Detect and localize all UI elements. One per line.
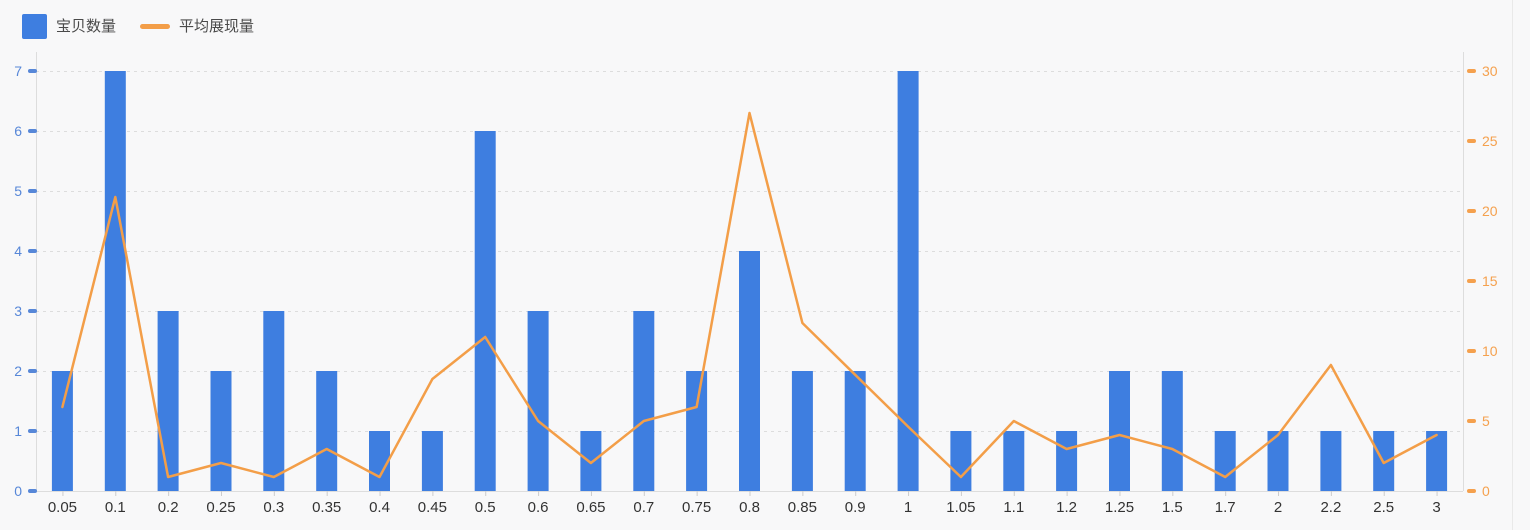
left-axis-tick-label: 7 <box>14 63 22 79</box>
bar-series-swatch-icon <box>22 14 47 39</box>
left-axis-tick-label: 5 <box>14 183 22 199</box>
right-axis-tick-label: 5 <box>1482 413 1490 429</box>
x-axis-tick-label: 0.7 <box>633 499 654 516</box>
bar[interactable] <box>897 71 919 491</box>
right-axis-tick <box>1467 69 1476 73</box>
bar[interactable] <box>1003 431 1025 491</box>
x-axis-tick-label: 1.25 <box>1105 499 1134 516</box>
bar[interactable] <box>210 371 232 491</box>
x-axis-tick-label: 3 <box>1432 499 1440 516</box>
right-axis-tick <box>1467 209 1476 213</box>
bar[interactable] <box>369 431 390 491</box>
left-axis-tick <box>28 249 37 253</box>
x-axis-tick-label: 0.6 <box>528 499 549 516</box>
right-axis-tick-label: 25 <box>1482 133 1498 149</box>
x-axis-tick-label: 0.35 <box>312 499 341 516</box>
left-axis-tick-label: 1 <box>14 423 22 439</box>
legend-label-bar-series: 宝贝数量 <box>56 18 117 35</box>
right-axis-tick <box>1467 419 1476 423</box>
left-axis-tick-label: 2 <box>14 363 22 379</box>
x-axis-tick-label: 1.05 <box>946 499 975 516</box>
bar[interactable] <box>739 251 760 491</box>
x-axis-tick-label: 0.85 <box>788 499 817 516</box>
x-axis-tick-label: 2.5 <box>1373 499 1394 516</box>
x-axis-tick-label: 0.2 <box>158 499 179 516</box>
x-axis-tick-label: 2 <box>1274 499 1282 516</box>
x-axis-tick-label: 1.5 <box>1162 499 1183 516</box>
bar[interactable] <box>580 431 602 491</box>
line-series-swatch-icon <box>140 24 171 29</box>
bar[interactable] <box>421 431 443 491</box>
bar[interactable] <box>1320 431 1342 491</box>
left-axis-tick-label: 0 <box>14 483 22 499</box>
x-axis-tick-label: 1.7 <box>1215 499 1236 516</box>
bar[interactable] <box>686 371 708 491</box>
bar[interactable] <box>1214 431 1236 491</box>
x-axis-tick-label: 0.75 <box>682 499 711 516</box>
right-axis-tick-label: 10 <box>1482 343 1498 359</box>
bar[interactable] <box>1056 431 1078 491</box>
right-axis-tick <box>1467 349 1476 353</box>
left-axis-tick <box>28 429 37 433</box>
x-axis-tick-label: 1 <box>904 499 912 516</box>
x-axis-tick-label: 0.25 <box>206 499 235 516</box>
right-axis-tick-label: 30 <box>1482 63 1498 79</box>
x-axis-tick-label: 0.45 <box>418 499 447 516</box>
bar[interactable] <box>633 311 655 491</box>
bar[interactable] <box>1161 371 1183 491</box>
x-axis-tick-label: 2.2 <box>1320 499 1341 516</box>
right-axis-tick <box>1467 279 1476 283</box>
bar[interactable] <box>474 131 496 491</box>
x-axis-tick-label: 0.5 <box>475 499 496 516</box>
x-axis-tick-label: 0.3 <box>263 499 284 516</box>
x-axis-tick-label: 1.1 <box>1003 499 1024 516</box>
bar[interactable] <box>1109 371 1130 491</box>
legend-item-bar-series[interactable]: 宝贝数量 <box>22 14 116 39</box>
x-axis-tick-label: 0.1 <box>105 499 126 516</box>
right-axis-tick-label: 20 <box>1482 203 1498 219</box>
bar[interactable] <box>104 71 126 491</box>
bar[interactable] <box>1426 431 1448 491</box>
bar[interactable] <box>844 371 866 491</box>
bar[interactable] <box>950 431 972 491</box>
bar[interactable] <box>316 371 338 491</box>
right-axis-tick-label: 15 <box>1482 273 1498 289</box>
x-axis-tick-label: 0.65 <box>576 499 605 516</box>
bar[interactable] <box>527 311 549 491</box>
legend-label-line-series: 平均展现量 <box>179 18 255 35</box>
bar[interactable] <box>1267 431 1289 491</box>
bar[interactable] <box>263 311 285 491</box>
x-axis-tick-label: 0.8 <box>739 499 760 516</box>
left-axis-tick <box>28 69 37 73</box>
right-axis-tick-label: 0 <box>1482 483 1490 499</box>
bar[interactable] <box>51 371 73 491</box>
x-axis-tick-label: 0.4 <box>369 499 390 516</box>
legend-item-line-series[interactable]: 平均展现量 <box>140 14 254 39</box>
right-axis-tick <box>1467 489 1476 493</box>
left-axis-tick <box>28 489 37 493</box>
right-axis-tick <box>1467 139 1476 143</box>
left-axis-tick <box>28 129 37 133</box>
left-axis-tick-label: 3 <box>14 303 22 319</box>
x-axis-tick-label: 1.2 <box>1056 499 1077 516</box>
left-axis-tick-label: 6 <box>14 123 22 139</box>
line-series <box>61 111 1438 479</box>
bar[interactable] <box>791 371 813 491</box>
x-axis-tick-label: 0.9 <box>845 499 866 516</box>
left-axis-tick-label: 4 <box>14 243 22 259</box>
left-axis-tick <box>28 309 37 313</box>
x-axis-tick-label: 0.05 <box>48 499 77 516</box>
left-axis-tick <box>28 369 37 373</box>
legend: 宝贝数量 平均展现量 <box>22 14 254 39</box>
bar[interactable] <box>157 311 179 491</box>
left-axis-tick <box>28 189 37 193</box>
